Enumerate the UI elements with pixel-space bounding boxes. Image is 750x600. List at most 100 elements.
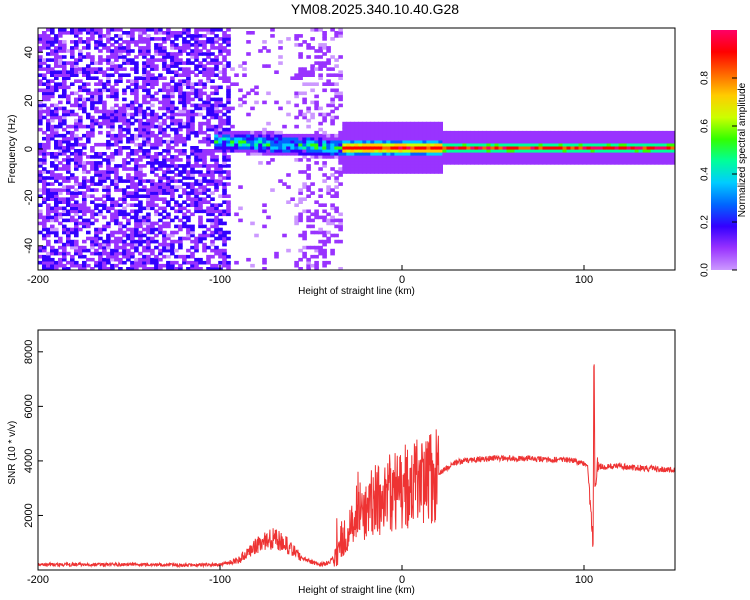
spectrogram-cell bbox=[66, 242, 71, 247]
spectrogram-cell bbox=[82, 182, 87, 186]
spectrogram-cell bbox=[102, 170, 107, 174]
spectrogram-cell bbox=[158, 197, 163, 201]
spectrogram-cell bbox=[42, 158, 47, 162]
spectrogram-cell bbox=[98, 161, 103, 165]
spectrogram-cell bbox=[126, 31, 131, 35]
spectrogram-cell bbox=[202, 236, 207, 241]
spectrogram-cell bbox=[134, 257, 139, 262]
spectrogram-cell bbox=[230, 136, 235, 141]
spectrogram-cell bbox=[386, 158, 391, 162]
spectrogram-cell bbox=[574, 136, 580, 141]
spectrogram-cell bbox=[358, 124, 363, 129]
spectrogram-cell bbox=[406, 124, 411, 129]
spectrogram-cell bbox=[514, 152, 520, 156]
spectrogram-cell bbox=[134, 224, 139, 229]
spectrogram-cell bbox=[366, 139, 371, 144]
spectrogram-cell bbox=[194, 103, 199, 108]
spectrogram-cell bbox=[162, 94, 167, 99]
spectrogram-cell bbox=[362, 152, 367, 156]
spectrogram-cell bbox=[58, 206, 63, 211]
spectrogram-cell bbox=[418, 158, 423, 162]
spectrogram-cell bbox=[194, 209, 199, 214]
spectrogram-cell bbox=[206, 73, 211, 77]
spectrogram-cell bbox=[522, 139, 528, 144]
spectrogram-cell bbox=[330, 73, 335, 77]
spectrogram-cell bbox=[194, 179, 199, 183]
spectrogram-cell bbox=[58, 49, 63, 53]
spectrogram-cell bbox=[110, 212, 115, 217]
spectrogram-cell bbox=[222, 230, 227, 235]
spectrogram-cell bbox=[382, 142, 387, 147]
spectrogram-cell bbox=[170, 158, 175, 162]
spectrogram-cell bbox=[174, 133, 179, 138]
spectrogram-cell bbox=[126, 130, 131, 135]
spectrogram-cell bbox=[626, 158, 632, 162]
spectrogram-cell bbox=[554, 152, 560, 156]
spectrogram-cell bbox=[370, 161, 375, 165]
spectrogram-cell bbox=[106, 37, 111, 41]
spectrogram-cell bbox=[466, 161, 471, 165]
spectrogram-cell bbox=[214, 188, 219, 192]
spectrogram-cell bbox=[170, 91, 175, 96]
spectrogram-cell bbox=[154, 49, 159, 53]
spectrogram-cell bbox=[318, 194, 323, 198]
spectrogram-cell bbox=[106, 260, 111, 265]
spectrogram-cell bbox=[94, 164, 99, 168]
spectrogram-cell bbox=[246, 91, 251, 96]
spectrogram-cell bbox=[250, 149, 255, 153]
spectrogram-cell bbox=[146, 200, 151, 204]
spectrogram-cell bbox=[558, 142, 564, 147]
spectrogram-cell bbox=[558, 152, 564, 156]
spectrogram-cell bbox=[482, 136, 487, 141]
spectrogram-cell bbox=[138, 179, 143, 183]
spectrogram-cell bbox=[614, 142, 620, 147]
spectrogram-cell bbox=[222, 106, 227, 111]
spectrogram-cell bbox=[46, 67, 51, 71]
spectrogram-cell bbox=[438, 142, 443, 147]
spectrogram-cell bbox=[262, 130, 267, 135]
spectrogram-cell bbox=[134, 91, 139, 96]
spectrogram-cell bbox=[614, 136, 620, 141]
spectrogram-cell bbox=[418, 155, 423, 159]
spectrogram-cell bbox=[50, 182, 55, 186]
spectrogram-cell bbox=[38, 188, 43, 192]
spectrogram-cell bbox=[614, 152, 620, 156]
spectrogram-cell bbox=[114, 251, 119, 256]
spectrogram-cell bbox=[382, 124, 387, 129]
spectrogram-cell bbox=[90, 31, 95, 35]
spectrogram-cell bbox=[254, 149, 259, 153]
spectrogram-cell bbox=[106, 88, 111, 93]
spectrogram-cell bbox=[70, 103, 75, 108]
spectrogram-cell bbox=[126, 257, 131, 262]
spectrogram-cell bbox=[102, 85, 107, 90]
spectrogram-cell bbox=[430, 146, 435, 150]
spectrogram-cell bbox=[306, 46, 311, 50]
spectrogram-cell bbox=[178, 149, 183, 153]
spectrogram-cell bbox=[70, 218, 75, 223]
spectrogram-cell bbox=[538, 136, 544, 141]
x-tick-label: 0 bbox=[399, 574, 405, 586]
spectrogram-cell bbox=[222, 233, 227, 238]
spectrogram-cell bbox=[282, 233, 287, 238]
spectrogram-cell bbox=[126, 136, 131, 141]
spectrogram-cell bbox=[102, 109, 107, 114]
spectrogram-cell bbox=[326, 136, 331, 141]
spectrogram-cell bbox=[474, 133, 479, 138]
spectrogram-cell bbox=[338, 97, 343, 102]
spectrogram-cell bbox=[474, 136, 479, 141]
spectrogram-cell bbox=[126, 43, 131, 47]
spectrogram-cell bbox=[298, 142, 303, 147]
spectrogram-cell bbox=[618, 155, 624, 159]
spectrogram-cell bbox=[82, 221, 87, 226]
spectrogram-cell bbox=[182, 121, 187, 126]
spectrogram-cell bbox=[54, 85, 59, 90]
spectrogram-cell bbox=[66, 170, 71, 174]
spectrogram-cell bbox=[102, 46, 107, 50]
spectrogram-cell bbox=[62, 88, 67, 93]
spectrogram-cell bbox=[190, 167, 195, 171]
spectrogram-cell bbox=[150, 85, 155, 90]
spectrogram-cell bbox=[266, 142, 271, 147]
spectrogram-cell bbox=[130, 176, 135, 180]
spectrogram-cell bbox=[338, 239, 343, 244]
spectrogram-cell bbox=[90, 236, 95, 241]
